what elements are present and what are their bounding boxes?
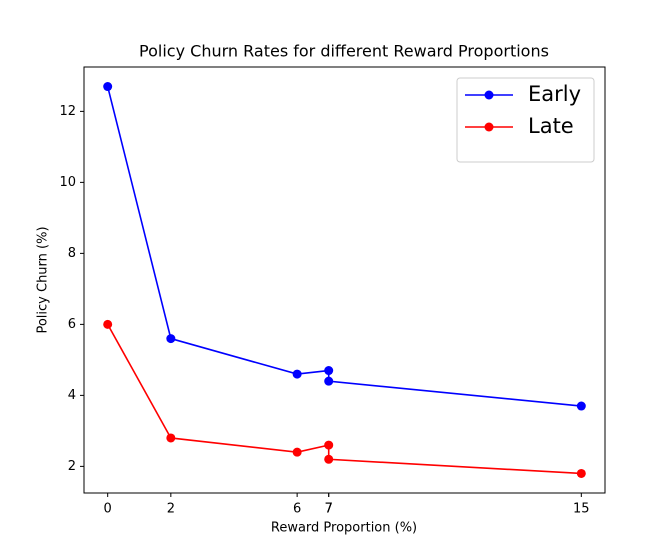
data-point bbox=[324, 376, 334, 386]
data-point bbox=[292, 369, 302, 379]
y-axis-label: Policy Churn (%) bbox=[36, 226, 51, 333]
series-line bbox=[106, 323, 582, 475]
x-tick-label: 15 bbox=[573, 502, 590, 517]
legend-label: Early bbox=[528, 82, 581, 106]
data-point bbox=[576, 401, 586, 411]
x-tick-label: 6 bbox=[293, 502, 301, 517]
x-tick-label: 7 bbox=[325, 502, 333, 517]
y-tick-label: 6 bbox=[68, 317, 76, 332]
legend-label: Late bbox=[528, 114, 574, 138]
x-tick-label: 2 bbox=[167, 502, 175, 517]
legend-marker bbox=[484, 122, 494, 132]
data-point bbox=[292, 447, 302, 457]
y-tick-label: 8 bbox=[68, 246, 76, 261]
data-point bbox=[103, 319, 113, 329]
data-point bbox=[103, 82, 113, 92]
y-tick-label: 2 bbox=[68, 459, 76, 474]
legend-marker bbox=[484, 90, 494, 100]
series-line bbox=[106, 86, 582, 407]
y-tick-label: 4 bbox=[68, 388, 76, 403]
chart-title: Policy Churn Rates for different Reward … bbox=[139, 42, 549, 61]
legend-box bbox=[456, 77, 595, 163]
y-tick-label: 10 bbox=[59, 175, 76, 190]
plot-frame bbox=[83, 66, 606, 494]
y-tick-label: 12 bbox=[59, 104, 76, 119]
data-point bbox=[576, 468, 586, 478]
data-point bbox=[324, 366, 334, 376]
data-point bbox=[324, 440, 334, 450]
x-axis-label: Reward Proportion (%) bbox=[271, 521, 417, 536]
data-point bbox=[166, 433, 176, 443]
x-tick-label: 7 bbox=[325, 502, 333, 517]
data-point bbox=[324, 454, 334, 464]
data-point bbox=[166, 334, 176, 344]
x-tick-label: 0 bbox=[104, 502, 112, 517]
